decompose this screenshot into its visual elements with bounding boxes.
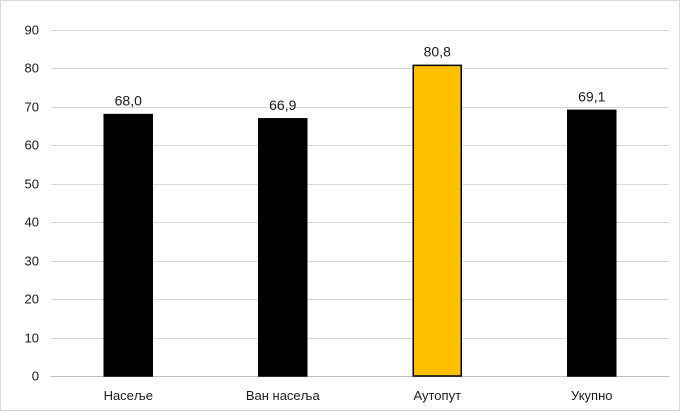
y-tick-label: 80 (25, 61, 39, 76)
bar (258, 118, 308, 377)
data-labels: 68,0 66,9 80,8 69,1 (115, 43, 606, 112)
category-label: Ван насеља (246, 388, 321, 403)
data-label: 66,9 (269, 97, 296, 113)
y-tick-label: 60 (25, 138, 39, 153)
y-tick-label: 50 (25, 177, 39, 192)
bar (567, 109, 617, 377)
gridlines (51, 30, 669, 377)
data-label: 80,8 (424, 43, 451, 59)
category-label: Аутопут (413, 388, 461, 403)
category-labels: Насеље Ван насеља Аутопут Укупно (104, 388, 613, 403)
y-tick-label: 20 (25, 292, 39, 307)
data-label: 69,1 (578, 88, 605, 104)
category-label: Насеље (104, 388, 153, 403)
bar (103, 113, 153, 377)
y-tick-label: 90 (25, 23, 39, 38)
bar (412, 64, 462, 377)
y-axis-ticks: 0 10 20 30 40 50 60 70 80 90 (25, 23, 39, 384)
y-tick-label: 40 (25, 215, 39, 230)
data-label: 68,0 (115, 93, 142, 109)
y-tick-label: 0 (32, 369, 39, 384)
category-label: Укупно (571, 388, 612, 403)
y-tick-label: 70 (25, 100, 39, 115)
bars (103, 64, 617, 377)
y-tick-label: 10 (25, 331, 39, 346)
y-tick-label: 30 (25, 254, 39, 269)
